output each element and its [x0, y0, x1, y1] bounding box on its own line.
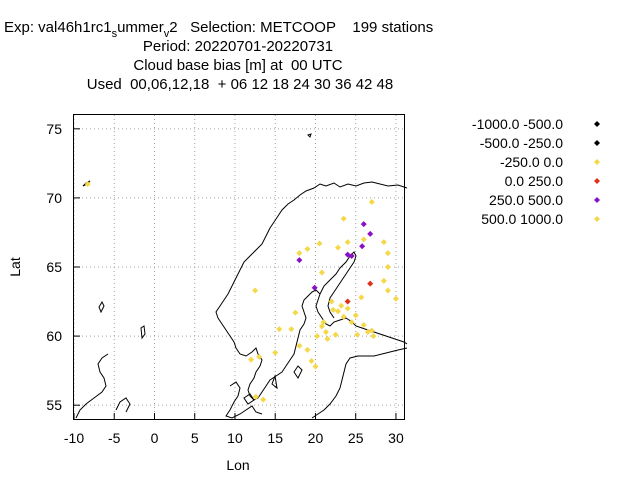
- station-point: [368, 199, 375, 206]
- station-point: [335, 308, 341, 315]
- station-point: [344, 305, 351, 312]
- station-point: [335, 244, 341, 251]
- station-point: [360, 221, 367, 228]
- x-tick-label: 10: [227, 430, 243, 446]
- station-point: [380, 277, 387, 284]
- x-tick-label: 25: [348, 430, 364, 446]
- station-point: [330, 306, 337, 313]
- y-tick-label: 60: [46, 328, 62, 344]
- station-point: [252, 287, 259, 294]
- y-tick-label: 55: [46, 397, 62, 413]
- legend-marker: [594, 197, 600, 203]
- x-tick-label: 15: [267, 430, 283, 446]
- station-point: [340, 215, 347, 222]
- station-point: [322, 328, 329, 335]
- station-point: [368, 327, 375, 334]
- station-point: [288, 326, 295, 333]
- station-point: [367, 280, 374, 287]
- station-point: [380, 239, 387, 246]
- station-point: [348, 319, 355, 326]
- legend-label: 250.0 500.0: [489, 192, 563, 208]
- station-point: [354, 331, 361, 338]
- station-point: [340, 313, 347, 320]
- legend-label: -1000.0 -500.0: [472, 116, 563, 132]
- station-point: [296, 257, 303, 264]
- station-point: [304, 246, 311, 253]
- x-axis-label: Lon: [226, 457, 249, 473]
- x-tick-label: -5: [108, 430, 121, 446]
- y-tick-label: 75: [46, 121, 62, 137]
- station-point: [256, 353, 263, 360]
- chart-title-line2: Period: 20220701-20220731: [143, 38, 333, 55]
- tick-labels: -10 -5 0 5 10 15 20 25 30 55 60 65 70 75: [46, 121, 404, 446]
- legend-marker: [594, 140, 600, 146]
- station-point: [304, 346, 311, 353]
- station-point: [311, 284, 318, 291]
- station-point: [318, 269, 325, 276]
- station-point: [358, 294, 365, 301]
- station-point: [296, 342, 303, 349]
- chart-title-line4: Used 00,06,12,18 + 06 12 18 24 30 36 42 …: [87, 76, 394, 93]
- x-tick-label: 20: [308, 430, 324, 446]
- y-axis-label: Lat: [7, 257, 23, 277]
- legend-label: 500.0 1000.0: [481, 211, 563, 227]
- coastline-map: [75, 133, 408, 419]
- station-point: [308, 357, 315, 364]
- station-point: [360, 236, 367, 243]
- station-point: [344, 239, 351, 246]
- x-tick-label: 5: [191, 430, 199, 446]
- station-point: [344, 298, 351, 305]
- x-tick-label: 30: [388, 430, 404, 446]
- y-tick-label: 65: [46, 259, 62, 275]
- legend-marker: [594, 216, 600, 222]
- station-point: [260, 396, 267, 403]
- legend-marker: [594, 121, 600, 127]
- station-point: [359, 243, 366, 250]
- station-point: [316, 240, 323, 247]
- legend-label: -250.0 0.0: [500, 154, 563, 170]
- station-point: [352, 312, 359, 319]
- legend: -1000.0 -500.0 -500.0 -250.0 -250.0 0.0 0.0…: [472, 116, 600, 227]
- station-point: [276, 326, 283, 333]
- y-tick-label: 70: [46, 190, 62, 206]
- station-point: [367, 230, 374, 237]
- station-point: [360, 322, 367, 329]
- station-point: [314, 333, 321, 340]
- station-point: [338, 302, 345, 309]
- station-point: [84, 181, 91, 188]
- chart-title-line3: Cloud base bias [m] at 00 UTC: [133, 57, 342, 74]
- station-point: [384, 287, 391, 294]
- station-point: [384, 250, 391, 257]
- legend-marker: [594, 178, 600, 184]
- station-point: [328, 298, 335, 305]
- plot-frame: [73, 114, 405, 420]
- station-point: [370, 333, 377, 340]
- legend-label: 0.0 250.0: [505, 173, 564, 189]
- station-point: [324, 335, 331, 342]
- station-point: [292, 309, 299, 316]
- station-point: [332, 331, 339, 338]
- station-point: [252, 393, 259, 400]
- legend-marker: [594, 159, 600, 165]
- station-point: [296, 250, 303, 257]
- x-tick-label: -10: [64, 430, 84, 446]
- station-point: [318, 323, 325, 330]
- x-tick-label: 0: [151, 430, 159, 446]
- data-points: [84, 181, 399, 403]
- station-point: [312, 363, 319, 370]
- station-point: [392, 295, 399, 302]
- station-point: [348, 252, 355, 259]
- grid: [73, 115, 404, 419]
- chart-title-line1: Exp: val46h1rc1summerv2 Selection: METCO…: [4, 19, 433, 40]
- legend-label: -500.0 -250.0: [480, 135, 563, 151]
- station-point: [248, 356, 255, 363]
- station-point: [384, 264, 391, 270]
- station-point: [272, 349, 279, 356]
